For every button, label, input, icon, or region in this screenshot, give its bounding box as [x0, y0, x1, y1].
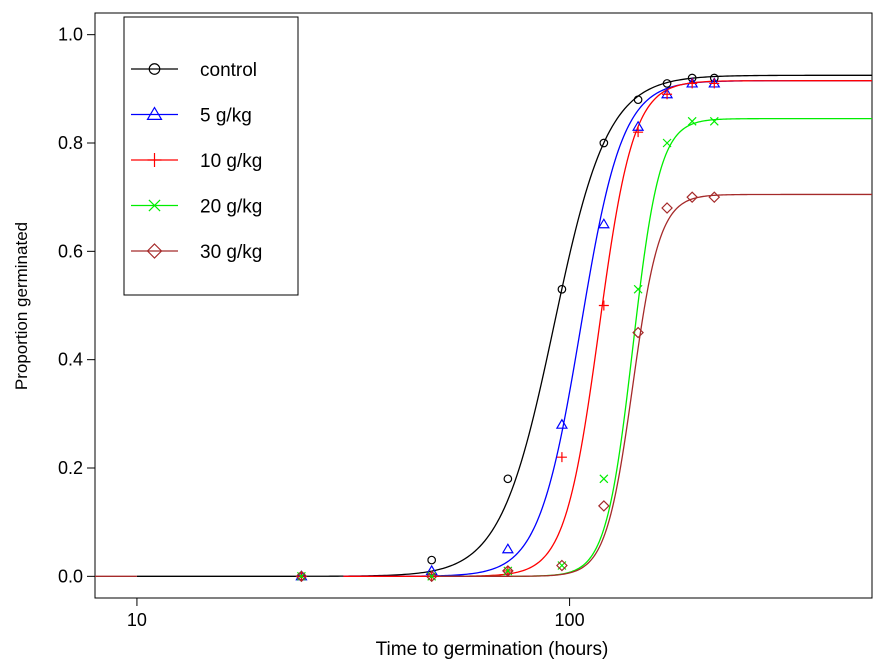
- y-axis: 0.0 0.2 0.4 0.6 0.8 1.0: [58, 25, 95, 586]
- y-tick-label: 0.2: [58, 458, 83, 478]
- data-point: [556, 559, 568, 572]
- curve-control: [136, 74, 872, 577]
- legend-marker: [148, 199, 161, 212]
- legend: control 5 g/kg 10 g/kg 20 g/kg 30 g/kg: [123, 16, 299, 296]
- data-point: [502, 565, 514, 577]
- legend-label: 10 g/kg: [200, 151, 262, 172]
- data-point: [662, 79, 672, 88]
- legend-label: control: [200, 60, 257, 81]
- fitted-curves: [95, 74, 872, 577]
- data-point: [427, 555, 437, 565]
- data-point: [709, 116, 719, 126]
- curve-10-g-kg: [343, 80, 872, 577]
- data-point: [503, 474, 513, 484]
- data-points: [295, 73, 721, 583]
- legend-box: [123, 16, 299, 296]
- data-point: [598, 300, 609, 311]
- data-point: [599, 474, 609, 484]
- data-point: [687, 78, 698, 89]
- data-point: [425, 570, 438, 583]
- data-point: [662, 138, 672, 148]
- x-tick-label: 100: [555, 610, 585, 630]
- y-tick-label: 0.4: [58, 350, 83, 370]
- data-point: [686, 191, 699, 204]
- curve-30-g-kg: [439, 193, 872, 577]
- data-point: [709, 78, 720, 89]
- data-point: [633, 284, 643, 294]
- data-point: [708, 191, 721, 204]
- data-point: [633, 127, 644, 138]
- data-point: [295, 570, 308, 583]
- data-point: [661, 202, 673, 214]
- data-point: [662, 89, 673, 100]
- legend-marker: [146, 106, 163, 121]
- curve-5-g-kg: [343, 80, 872, 577]
- y-tick-label: 0.0: [58, 566, 83, 586]
- y-tick-label: 1.0: [58, 25, 83, 45]
- data-point: [597, 218, 610, 229]
- y-axis-label: Proportion germinated: [12, 222, 31, 390]
- legend-marker: [146, 243, 163, 259]
- x-axis-label: Time to germination (hours): [376, 639, 609, 659]
- data-point: [597, 500, 610, 512]
- y-tick-label: 0.6: [58, 241, 83, 261]
- data-point: [599, 138, 609, 148]
- data-point: [555, 418, 568, 429]
- plot-frame: [94, 12, 873, 599]
- legend-marker: [148, 63, 161, 75]
- x-axis: 10 100: [127, 598, 585, 630]
- data-point: [556, 452, 567, 463]
- legend-label: 5 g/kg: [200, 106, 252, 127]
- y-tick-label: 0.8: [58, 133, 83, 153]
- data-point: [633, 95, 643, 105]
- data-point: [501, 543, 514, 554]
- legend-label: 30 g/kg: [200, 242, 262, 263]
- x-tick-label: 10: [127, 610, 147, 630]
- data-point: [687, 116, 697, 126]
- data-point: [557, 284, 567, 294]
- data-point: [632, 326, 644, 339]
- legend-marker: [147, 153, 162, 167]
- legend-label: 20 g/kg: [200, 197, 262, 218]
